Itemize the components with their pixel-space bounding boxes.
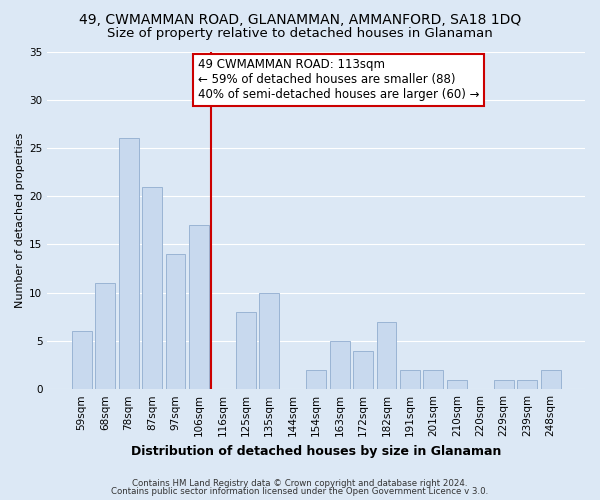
Bar [353,350,373,389]
Bar [377,322,397,389]
Y-axis label: Number of detached properties: Number of detached properties [15,132,25,308]
Bar [95,283,115,389]
Text: 49 CWMAMMAN ROAD: 113sqm
← 59% of detached houses are smaller (88)
40% of semi-d: 49 CWMAMMAN ROAD: 113sqm ← 59% of detach… [198,58,479,102]
Bar [236,312,256,389]
Text: Contains HM Land Registry data © Crown copyright and database right 2024.: Contains HM Land Registry data © Crown c… [132,478,468,488]
Bar [329,341,350,389]
Bar [447,380,467,389]
X-axis label: Distribution of detached houses by size in Glanaman: Distribution of detached houses by size … [131,444,502,458]
Bar [119,138,139,389]
Bar [541,370,560,389]
Bar [189,225,209,389]
Bar [306,370,326,389]
Bar [259,292,279,389]
Bar [424,370,443,389]
Text: Size of property relative to detached houses in Glanaman: Size of property relative to detached ho… [107,28,493,40]
Text: 49, CWMAMMAN ROAD, GLANAMMAN, AMMANFORD, SA18 1DQ: 49, CWMAMMAN ROAD, GLANAMMAN, AMMANFORD,… [79,12,521,26]
Bar [142,186,162,389]
Bar [166,254,185,389]
Bar [494,380,514,389]
Text: Contains public sector information licensed under the Open Government Licence v : Contains public sector information licen… [112,487,488,496]
Bar [517,380,537,389]
Bar [400,370,420,389]
Bar [72,332,92,389]
